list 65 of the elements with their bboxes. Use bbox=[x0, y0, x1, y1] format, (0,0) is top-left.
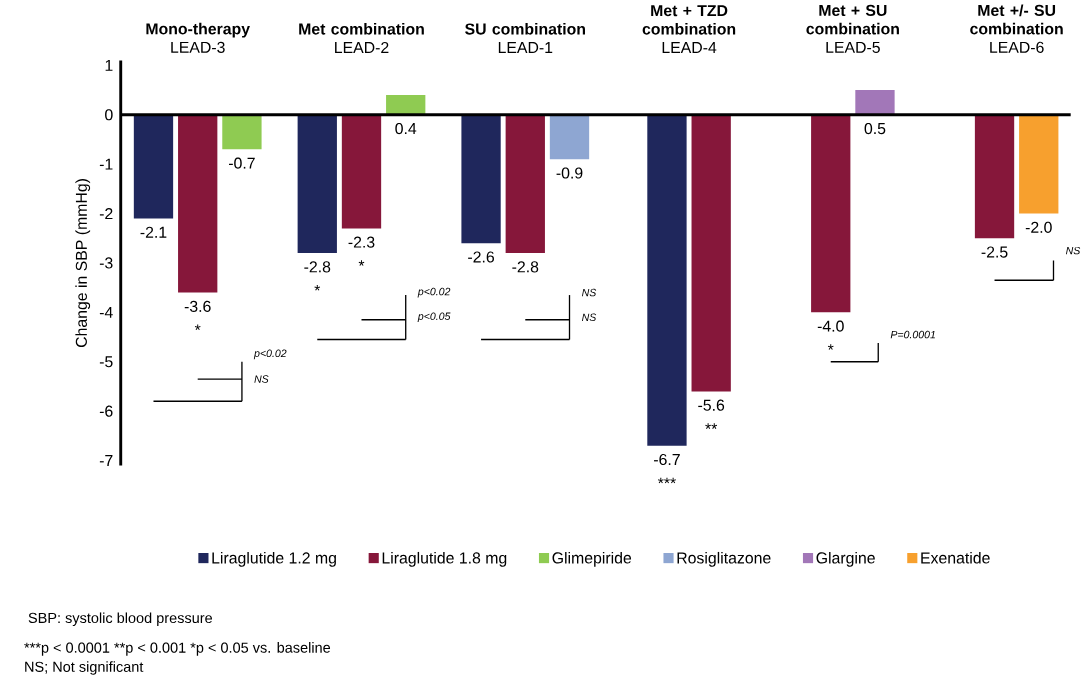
bar bbox=[505, 114, 545, 253]
annotation: * bbox=[827, 344, 834, 350]
data-label: -2.5 bbox=[981, 246, 1008, 258]
data-label: -2.3 bbox=[348, 236, 375, 248]
y-tick-label: -4 bbox=[99, 306, 113, 318]
annotation: NS bbox=[254, 375, 269, 383]
legend-label: Exenatide bbox=[921, 551, 990, 564]
legend-label: Liraglutide 1.8 mg bbox=[382, 551, 507, 567]
x-tick-label: Met + SU combination LEAD-5 bbox=[806, 4, 899, 53]
text: ***p < 0.0001 **p < 0.001 *p < 0.05 vs. baseline bbox=[24, 642, 331, 656]
y-tick-label: -7 bbox=[99, 454, 113, 466]
legend-label: Rosiglitazone bbox=[677, 551, 771, 567]
x-tick-label: Met +/- SU combination LEAD-6 bbox=[970, 4, 1063, 53]
y-tick-label: 0 bbox=[105, 109, 113, 121]
bar bbox=[855, 89, 895, 115]
x-tick-label: SU combination LEAD-1 bbox=[465, 22, 585, 53]
legend-label: Liraglutide 1.2 mg bbox=[212, 551, 336, 567]
bar bbox=[297, 114, 337, 253]
annotation: NS bbox=[581, 288, 597, 297]
y-tick-label: -2 bbox=[99, 207, 113, 219]
bar bbox=[1019, 114, 1059, 214]
y-axis-title: Change in SBP (mmHg) bbox=[75, 178, 91, 347]
data-label: 0.5 bbox=[864, 122, 886, 135]
annotation: * bbox=[314, 284, 321, 291]
bar bbox=[341, 114, 382, 229]
annotation: p<0.05 bbox=[417, 312, 451, 322]
data-label: -2.1 bbox=[140, 226, 167, 238]
annotation: * bbox=[194, 324, 201, 330]
data-label: -2.6 bbox=[468, 251, 495, 263]
data-label: -0.7 bbox=[228, 157, 255, 169]
data-label: -4.0 bbox=[817, 320, 844, 332]
bar bbox=[133, 114, 174, 219]
data-label: -2.8 bbox=[512, 261, 539, 273]
y-tick-label: -1 bbox=[99, 158, 113, 170]
data-label: 0.4 bbox=[395, 122, 417, 135]
x-tick-label: Met combination LEAD-2 bbox=[299, 22, 424, 53]
text: SBP: systolic blood pressure bbox=[28, 612, 213, 626]
bar bbox=[461, 114, 501, 244]
x-tick-label: Mono-therapy LEAD-3 bbox=[146, 22, 250, 53]
legend-label: Glimepiride bbox=[552, 551, 632, 567]
data-label: -2.0 bbox=[1025, 221, 1052, 233]
legend-label: Glargine bbox=[816, 551, 875, 567]
data-label: -3.6 bbox=[184, 300, 211, 312]
bar bbox=[386, 94, 426, 115]
bar bbox=[549, 114, 590, 160]
text: NS; Not significant bbox=[25, 661, 144, 675]
annotation: NS bbox=[581, 313, 597, 321]
x-tick-label: Met + TZD combination LEAD-4 bbox=[642, 5, 736, 53]
annotation: ** bbox=[705, 423, 718, 429]
y-tick-label: -3 bbox=[99, 257, 113, 269]
annotation: p<0.02 bbox=[253, 349, 287, 359]
annotation: NS bbox=[1065, 246, 1081, 255]
text: *** bbox=[657, 477, 676, 484]
data-label: -6.7 bbox=[654, 453, 680, 465]
y-tick-label: -5 bbox=[99, 356, 113, 368]
y-tick-label: -6 bbox=[99, 405, 113, 417]
data-label: -0.9 bbox=[556, 167, 583, 179]
bar bbox=[222, 114, 262, 150]
data-label: -2.8 bbox=[304, 261, 331, 273]
data-label: -5.6 bbox=[698, 399, 725, 411]
annotation: P=0.0001 bbox=[890, 330, 935, 339]
annotation: * bbox=[358, 260, 365, 266]
annotation: p<0.02 bbox=[417, 287, 451, 298]
bar bbox=[178, 114, 218, 293]
y-tick-label: 1 bbox=[105, 59, 113, 71]
